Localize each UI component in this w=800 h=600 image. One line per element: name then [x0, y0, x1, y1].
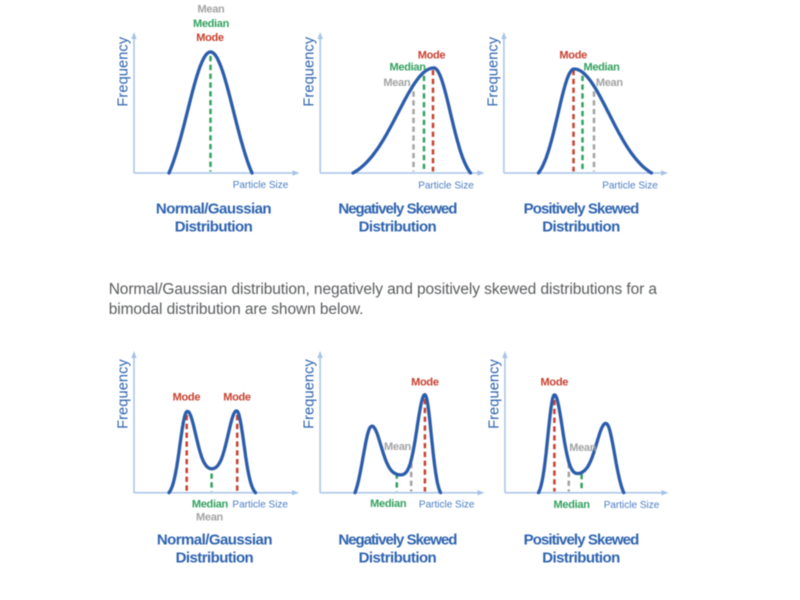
svg-text:Distribution: Distribution	[176, 549, 254, 566]
svg-text:Particle Size: Particle Size	[232, 500, 288, 511]
svg-text:Mode: Mode	[173, 392, 201, 404]
svg-text:Median: Median	[554, 499, 591, 511]
svg-text:Mean: Mean	[384, 441, 411, 453]
svg-text:Mode: Mode	[418, 50, 446, 62]
svg-text:Mean: Mean	[383, 77, 410, 89]
svg-text:Mean: Mean	[196, 512, 223, 524]
svg-text:Frequency: Frequency	[116, 36, 132, 106]
svg-text:Frequency: Frequency	[485, 36, 501, 106]
svg-text:Mode: Mode	[223, 392, 251, 404]
svg-text:Median: Median	[583, 62, 620, 74]
svg-text:Particle Size: Particle Size	[602, 181, 658, 192]
svg-text:Mode: Mode	[541, 377, 569, 389]
svg-text:Distribution: Distribution	[359, 549, 437, 566]
svg-text:Particle Size: Particle Size	[419, 500, 475, 511]
svg-text:Mode: Mode	[559, 50, 587, 62]
svg-text:Median: Median	[390, 62, 427, 74]
svg-text:Mode: Mode	[411, 377, 439, 389]
svg-text:Distribution: Distribution	[542, 218, 620, 235]
svg-text:Normal/Gaussian distribution,: Normal/Gaussian distribution, negatively…	[109, 281, 658, 298]
svg-text:Mean: Mean	[596, 77, 623, 89]
svg-text:Particle Size: Particle Size	[233, 180, 289, 191]
svg-text:Mean: Mean	[569, 442, 596, 454]
svg-text:Normal/Gaussian: Normal/Gaussian	[157, 531, 273, 548]
svg-text:Frequency: Frequency	[302, 358, 318, 428]
svg-text:Distribution: Distribution	[542, 549, 620, 566]
svg-text:Frequency: Frequency	[486, 358, 502, 428]
svg-text:Positively Skewed: Positively Skewed	[524, 200, 640, 217]
svg-text:Median: Median	[370, 498, 407, 510]
svg-text:Negatively Skewed: Negatively Skewed	[338, 200, 457, 217]
svg-text:Mean: Mean	[198, 3, 225, 15]
svg-text:Positively Skewed: Positively Skewed	[524, 531, 640, 548]
svg-text:Particle Size: Particle Size	[418, 181, 474, 192]
svg-text:Distribution: Distribution	[175, 218, 253, 235]
svg-text:bimodal distribution are shown: bimodal distribution are shown below.	[109, 301, 364, 318]
svg-text:Negatively Skewed: Negatively Skewed	[338, 531, 457, 548]
svg-text:Frequency: Frequency	[302, 36, 318, 106]
svg-text:Particle Size: Particle Size	[604, 500, 660, 511]
svg-text:Distribution: Distribution	[359, 218, 437, 235]
svg-text:Median: Median	[192, 499, 229, 511]
svg-text:Frequency: Frequency	[116, 358, 132, 428]
svg-text:Mode: Mode	[196, 32, 224, 44]
svg-text:Median: Median	[193, 18, 230, 30]
svg-text:Normal/Gaussian: Normal/Gaussian	[156, 200, 272, 217]
